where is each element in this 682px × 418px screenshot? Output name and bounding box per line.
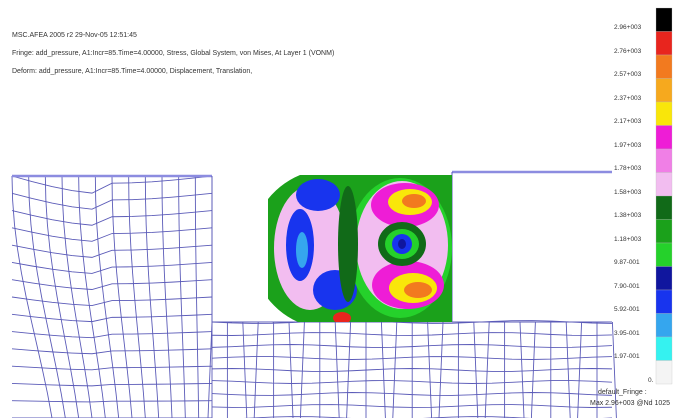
mesh-line [346, 321, 352, 418]
header-deform-description: Deform: add_pressure, A1:Incr=85.Time=4.… [12, 68, 253, 75]
mesh-line [11, 313, 213, 323]
legend-label: 7.90-001 [614, 282, 640, 290]
mesh-line [11, 261, 213, 274]
mesh-line [94, 175, 120, 418]
mesh-line [78, 175, 106, 418]
mesh-line [178, 175, 186, 418]
legend-label: 3.95-001 [614, 329, 640, 337]
legend-label: 1.38+003 [614, 212, 642, 219]
legend-swatch [655, 7, 673, 32]
mesh-line [392, 321, 398, 418]
mesh-line [44, 175, 80, 418]
mesh-line [288, 321, 294, 418]
legend-label: 2.96+003 [614, 24, 642, 31]
mesh-left [11, 175, 213, 418]
mesh-line [111, 175, 133, 418]
mesh-line [161, 175, 173, 418]
legend-label: 2.57+003 [614, 71, 642, 78]
legend-swatch [655, 219, 673, 244]
legend-swatch [655, 31, 673, 56]
legend-label: 0. [648, 376, 654, 384]
mesh-line [299, 321, 305, 418]
legend-label: 2.37+003 [614, 94, 642, 102]
legend-swatch [655, 101, 673, 126]
mesh-line [11, 210, 213, 226]
mesh-line [128, 175, 146, 418]
mesh-line [427, 321, 433, 418]
mesh-line [577, 321, 583, 418]
mesh-line [519, 321, 525, 418]
mesh-line [611, 321, 617, 418]
mesh-line [11, 244, 213, 258]
legend-swatch [655, 266, 673, 291]
mesh-line [11, 227, 213, 242]
mesh-line [243, 416, 613, 418]
mesh-line [61, 175, 93, 418]
mesh-line [334, 321, 340, 418]
mesh-line [11, 331, 213, 339]
mesh-line [473, 321, 479, 418]
legend-label: 1.58+003 [614, 188, 642, 196]
mesh-line [11, 365, 213, 371]
legend-swatch [655, 242, 673, 267]
mesh-line [11, 175, 53, 418]
mesh-line [380, 321, 386, 418]
mesh-line [11, 382, 213, 387]
legend-label: 1.78+003 [614, 165, 642, 172]
mesh-line [242, 321, 248, 418]
legend-label: 1.97+003 [614, 141, 642, 149]
mesh-line [11, 279, 213, 290]
fringe-legend [655, 7, 673, 385]
legend-swatch [655, 313, 673, 338]
legend-label: 5.92-001 [614, 306, 640, 313]
legend-swatch [655, 125, 673, 150]
legend-swatch [655, 289, 673, 314]
mesh-line [207, 321, 213, 418]
legend-swatch [655, 78, 673, 103]
legend-label: 1.97-001 [614, 353, 640, 360]
footer-fringe-name: default_Fringe : [598, 389, 647, 396]
legend-label: 9.87-001 [614, 259, 640, 266]
mesh-line [253, 321, 259, 418]
legend-label: 1.18+003 [614, 235, 642, 243]
legend-swatch [655, 148, 673, 173]
mesh-line [11, 348, 213, 355]
legend-swatch [655, 360, 673, 385]
mesh-line [11, 400, 213, 403]
legend-swatch [655, 195, 673, 220]
mesh-line [438, 321, 444, 418]
header-fringe-description: Fringe: add_pressure, A1:Incr=85.Time=4.… [12, 50, 335, 57]
header-title: MSC.AFEA 2005 r2 29-Nov-05 12:51:45 [12, 32, 137, 39]
legend-label: 2.17+003 [614, 118, 642, 125]
footer-max-value: Max 2.96+003 @Nd 1025 [590, 400, 671, 407]
legend-label: 2.76+003 [614, 47, 642, 55]
legend-swatch [655, 172, 673, 197]
mesh-line [11, 296, 213, 307]
stress-fringe-contact-patch [268, 175, 452, 322]
legend-swatch [655, 54, 673, 79]
mesh-line [530, 321, 536, 418]
mesh-bottom [207, 320, 617, 418]
mesh-line [194, 175, 200, 418]
mesh-line [144, 175, 160, 418]
legend-swatch [655, 336, 673, 361]
mesh-line [484, 321, 490, 418]
mesh-line [28, 175, 66, 418]
mesh-line [565, 321, 571, 418]
